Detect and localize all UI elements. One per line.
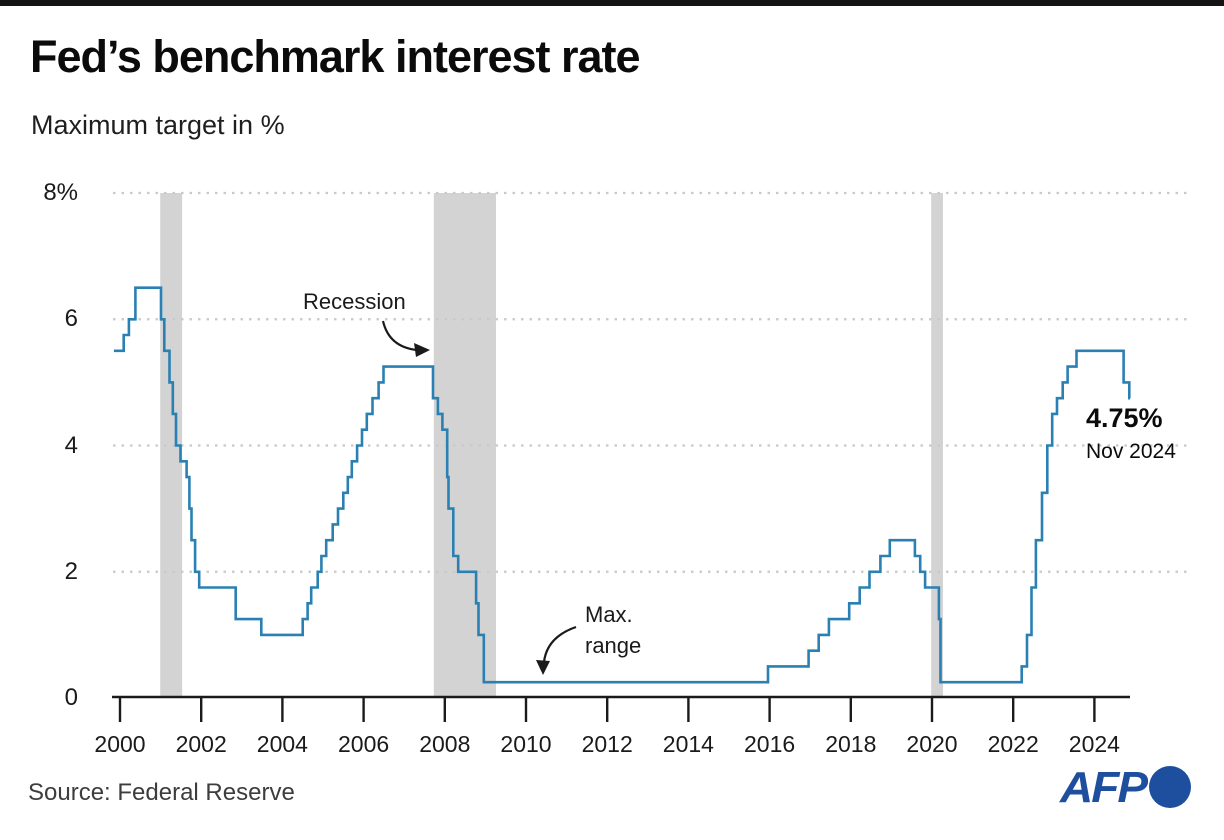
latest-rate-date: Nov 2024 [1086, 440, 1176, 463]
x-tick-label: 2016 [744, 731, 796, 757]
chart-subtitle: Maximum target in % [31, 110, 285, 140]
recession-annotation: Recession [303, 289, 406, 314]
y-tick-label: 0 [64, 684, 78, 711]
recession-band [433, 193, 496, 697]
x-axis [112, 695, 1130, 722]
x-tick-label: 2004 [256, 731, 308, 757]
gridlines [113, 191, 1190, 573]
recession-bands [160, 193, 943, 697]
x-tick-label: 2012 [581, 731, 633, 757]
y-tick-label: 8% [43, 179, 78, 206]
y-tick-label: 6 [64, 305, 78, 333]
page-title: Fed’s benchmark interest rate [30, 31, 641, 82]
x-tick-label: 2020 [906, 731, 958, 757]
max-range-line2: range [585, 633, 642, 658]
x-tick-label: 2022 [987, 731, 1039, 757]
x-tick-label: 2010 [500, 731, 552, 757]
recession-band [931, 193, 943, 697]
source-credit: Source: Federal Reserve [28, 779, 295, 806]
y-tick-label: 2 [64, 557, 78, 585]
x-tick-label: 2008 [419, 731, 471, 757]
x-tick-label: 2000 [94, 731, 146, 757]
x-tick-label: 2002 [175, 731, 227, 757]
afp-logo-circle-icon [1149, 766, 1191, 808]
x-tick-label: 2024 [1068, 731, 1120, 757]
max-range-line1: Max. [585, 602, 633, 627]
x-tick-label: 2014 [662, 731, 714, 757]
rate-line-path [113, 286, 1131, 684]
recession-arrow [381, 320, 430, 357]
afp-logo: AFP [1060, 764, 1191, 810]
top-accent-bar [0, 0, 1224, 6]
x-tick-label: 2006 [338, 731, 390, 757]
latest-rate-value: 4.75% [1086, 403, 1163, 433]
y-tick-label: 4 [64, 431, 78, 459]
afp-logo-text: AFP [1060, 762, 1148, 812]
max-range-arrow [536, 625, 577, 675]
x-tick-label: 2018 [825, 731, 877, 757]
rate-step-line [113, 286, 1131, 684]
max-range-annotation: Max. range [585, 599, 641, 661]
